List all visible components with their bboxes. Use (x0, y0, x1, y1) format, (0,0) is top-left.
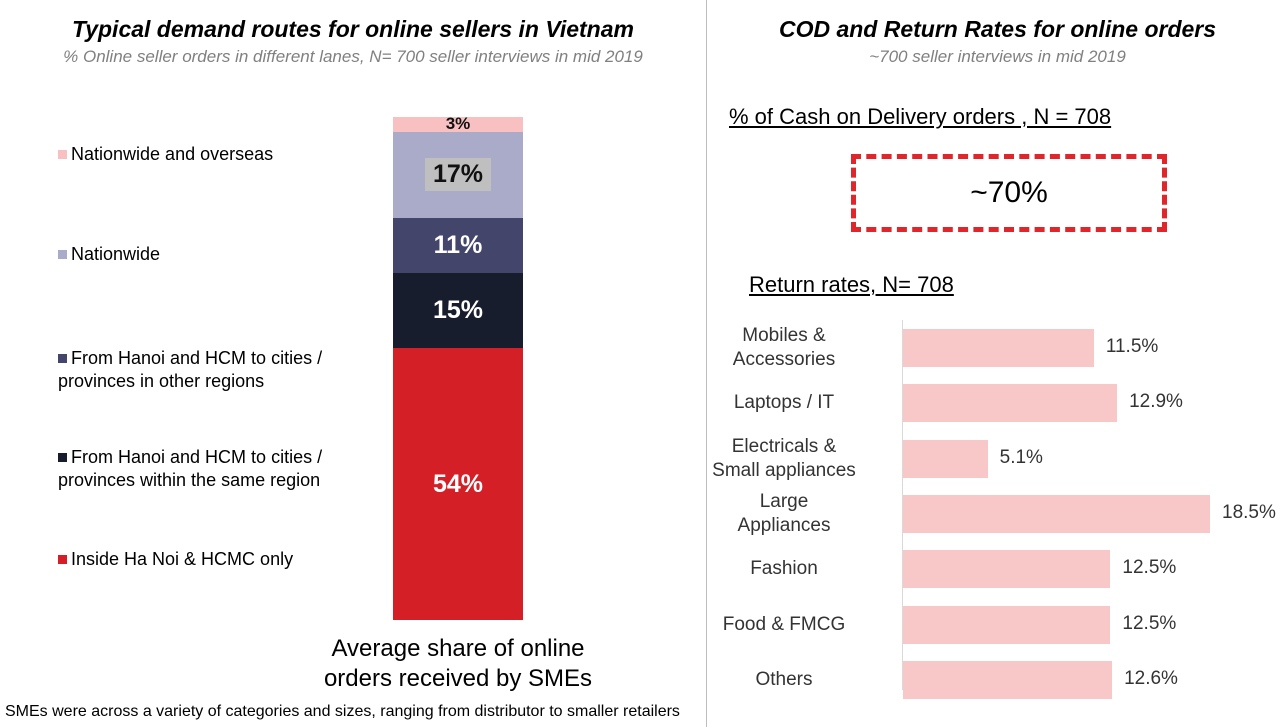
segment-label: 11% (433, 230, 483, 259)
return-value-label: 12.9% (1129, 391, 1183, 413)
return-value-label: 5.1% (999, 446, 1043, 468)
legend-label: From Hanoi and HCM to cities / provinces… (58, 348, 323, 391)
legend-swatch (58, 150, 67, 159)
stack-segment: 15% (393, 272, 523, 349)
cod-value-box: ~70% (851, 154, 1167, 232)
stack-segment: 17% (393, 132, 523, 218)
legend-item: Nationwide and overseas (58, 143, 358, 166)
category-label: Fashion (684, 557, 884, 581)
return-bar (903, 660, 1113, 699)
return-bar (903, 329, 1094, 367)
stack-segment: 3% (393, 114, 523, 133)
return-value-label: 11.5% (1105, 336, 1159, 357)
legend-swatch (58, 250, 67, 259)
return-value-label: 12.5% (1122, 612, 1177, 634)
segment-label: 3% (445, 114, 471, 133)
category-label-line: Large (759, 490, 809, 512)
category-label-line: Food & FMCG (722, 613, 846, 635)
left-title: Typical demand routes for online sellers… (72, 16, 634, 42)
legend-label: Inside Ha Noi & HCMC only (71, 549, 294, 569)
cod-header: % of Cash on Delivery orders , N = 708 (729, 104, 1112, 129)
return-bar (903, 550, 1111, 589)
category-label: Mobiles & Accessories (684, 324, 884, 372)
legend-item: Nationwide (58, 243, 358, 266)
category-label-line: Mobiles & (742, 325, 826, 346)
category-label: Others (684, 668, 884, 692)
category-label: Laptops / IT (684, 391, 884, 415)
return-value-label: 12.6% (1124, 667, 1178, 689)
legend-swatch (58, 453, 67, 462)
stack-segment: 11% (393, 217, 523, 273)
category-label-line: Others (755, 668, 813, 690)
legend-swatch (58, 354, 67, 363)
return-bar (903, 605, 1111, 644)
category-label-line: Laptops / IT (733, 392, 835, 414)
return-value-label: 18.5% (1222, 501, 1276, 523)
return-value-label: 12.5% (1122, 557, 1177, 579)
right-title: COD and Return Rates for online orders (778, 16, 1217, 42)
returns-axis (902, 320, 903, 690)
category-label-line: Appliances (737, 514, 831, 536)
return-bar (903, 494, 1210, 533)
return-bar (903, 384, 1118, 423)
stack-segment: 54% (393, 348, 523, 620)
caption-line-2: orders received by SMEs (323, 665, 593, 692)
segment-label: 17% (424, 158, 492, 192)
legend-item: From Hanoi and HCM to cities / provinces… (58, 446, 358, 492)
segment-label: 15% (432, 296, 484, 325)
legend-label: Nationwide and overseas (71, 144, 274, 164)
legend-label: Nationwide (71, 244, 161, 264)
category-label-line: Small appliances (712, 459, 856, 481)
legend-swatch (58, 555, 67, 564)
segment-label: 54% (432, 469, 484, 498)
return-bar (903, 439, 988, 478)
category-label-line: Fashion (750, 558, 818, 580)
category-label: Electricals & Small appliances (684, 435, 884, 483)
category-label: Large Appliances (684, 490, 884, 538)
category-label-line: Accessories (732, 349, 836, 370)
legend-label: From Hanoi and HCM to cities / provinces… (58, 447, 323, 490)
left-subtitle: % Online seller orders in different lane… (63, 47, 643, 66)
cod-value: ~70% (970, 176, 1048, 209)
returns-header: Return rates, N= 708 (749, 272, 954, 297)
category-label: Food & FMCG (684, 613, 884, 637)
stacked-bar-caption: Average share of online orders received … (300, 634, 616, 694)
legend-item: From Hanoi and HCM to cities / provinces… (58, 347, 358, 393)
legend-item: Inside Ha Noi & HCMC only (58, 548, 358, 571)
right-subtitle: ~700 seller interviews in mid 2019 (869, 47, 1126, 66)
category-label-line: Electricals & (731, 435, 837, 457)
caption-line-1: Average share of online (331, 635, 585, 662)
divider (706, 0, 707, 727)
footnote: SMEs were across a variety of categories… (5, 703, 680, 720)
